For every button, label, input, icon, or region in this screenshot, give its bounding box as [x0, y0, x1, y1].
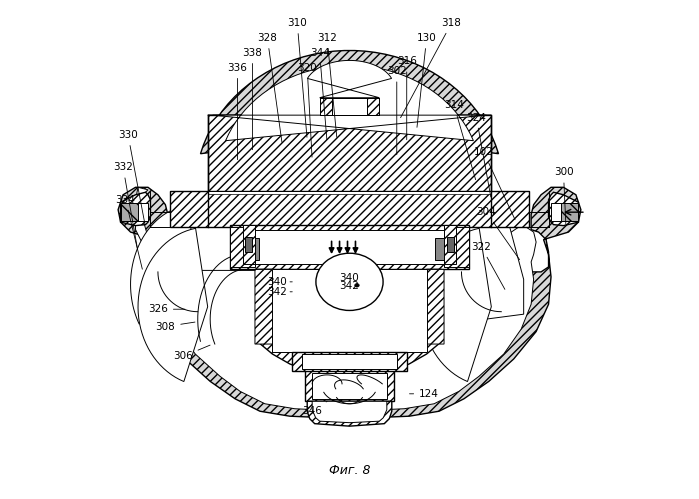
Text: 340: 340	[340, 273, 359, 283]
Text: 346: 346	[302, 401, 327, 416]
Polygon shape	[255, 269, 300, 344]
Text: 102: 102	[474, 148, 515, 220]
Bar	[255, 230, 444, 264]
Polygon shape	[439, 205, 524, 324]
Polygon shape	[121, 192, 150, 226]
Bar	[447, 237, 454, 252]
Text: 318: 318	[401, 18, 461, 118]
Polygon shape	[138, 229, 208, 382]
Text: 340: 340	[268, 277, 292, 287]
Polygon shape	[131, 205, 195, 324]
Text: 326: 326	[148, 304, 185, 314]
Ellipse shape	[316, 253, 383, 310]
Text: 328: 328	[257, 33, 282, 142]
Bar	[245, 237, 252, 252]
Text: 316: 316	[397, 56, 417, 140]
Polygon shape	[307, 401, 392, 426]
Bar	[444, 225, 456, 264]
Bar	[208, 115, 491, 192]
Text: 310: 310	[287, 18, 307, 137]
Bar	[305, 370, 394, 401]
Polygon shape	[257, 269, 442, 374]
Bar	[367, 98, 380, 115]
Text: 330: 330	[118, 130, 145, 225]
Bar	[230, 225, 469, 269]
Text: 342: 342	[340, 281, 359, 291]
Polygon shape	[201, 50, 498, 154]
Text: 308: 308	[155, 322, 195, 332]
Bar	[208, 191, 491, 194]
Polygon shape	[163, 227, 536, 411]
Bar	[444, 227, 469, 267]
Bar	[230, 227, 255, 267]
Text: 334: 334	[115, 195, 143, 269]
Text: 320: 320	[297, 63, 317, 157]
Text: 342: 342	[268, 287, 292, 297]
Bar	[302, 354, 397, 369]
Text: 338: 338	[243, 48, 262, 150]
Ellipse shape	[354, 283, 359, 287]
Bar	[171, 191, 528, 227]
Text: 322: 322	[471, 242, 505, 289]
Text: 124: 124	[410, 389, 439, 399]
Bar	[208, 192, 491, 198]
Bar	[121, 203, 148, 221]
Text: 312: 312	[317, 33, 337, 137]
Text: 344: 344	[310, 48, 330, 140]
Bar	[435, 238, 448, 260]
Polygon shape	[312, 401, 387, 423]
Bar	[121, 203, 138, 221]
Polygon shape	[308, 60, 391, 98]
Text: 324: 324	[466, 113, 491, 197]
Text: 130: 130	[417, 33, 436, 127]
Polygon shape	[118, 187, 581, 419]
Polygon shape	[399, 269, 444, 344]
Text: 300: 300	[554, 167, 573, 225]
Text: 332: 332	[113, 162, 138, 250]
Text: 336: 336	[228, 63, 247, 160]
Bar	[551, 203, 578, 221]
Bar	[332, 98, 367, 115]
Text: 314: 314	[444, 100, 475, 180]
Bar	[319, 98, 332, 115]
Bar	[246, 238, 259, 260]
Polygon shape	[136, 187, 171, 264]
Text: 304: 304	[477, 207, 519, 259]
Bar	[561, 203, 578, 221]
Bar	[292, 351, 407, 371]
Bar	[312, 373, 387, 399]
Bar	[243, 225, 255, 264]
Bar	[273, 269, 426, 351]
Polygon shape	[549, 192, 578, 226]
Polygon shape	[212, 65, 487, 141]
Text: Фиг. 8: Фиг. 8	[329, 465, 370, 478]
Text: 306: 306	[173, 345, 210, 361]
Polygon shape	[421, 229, 491, 382]
Text: 302: 302	[387, 66, 407, 155]
